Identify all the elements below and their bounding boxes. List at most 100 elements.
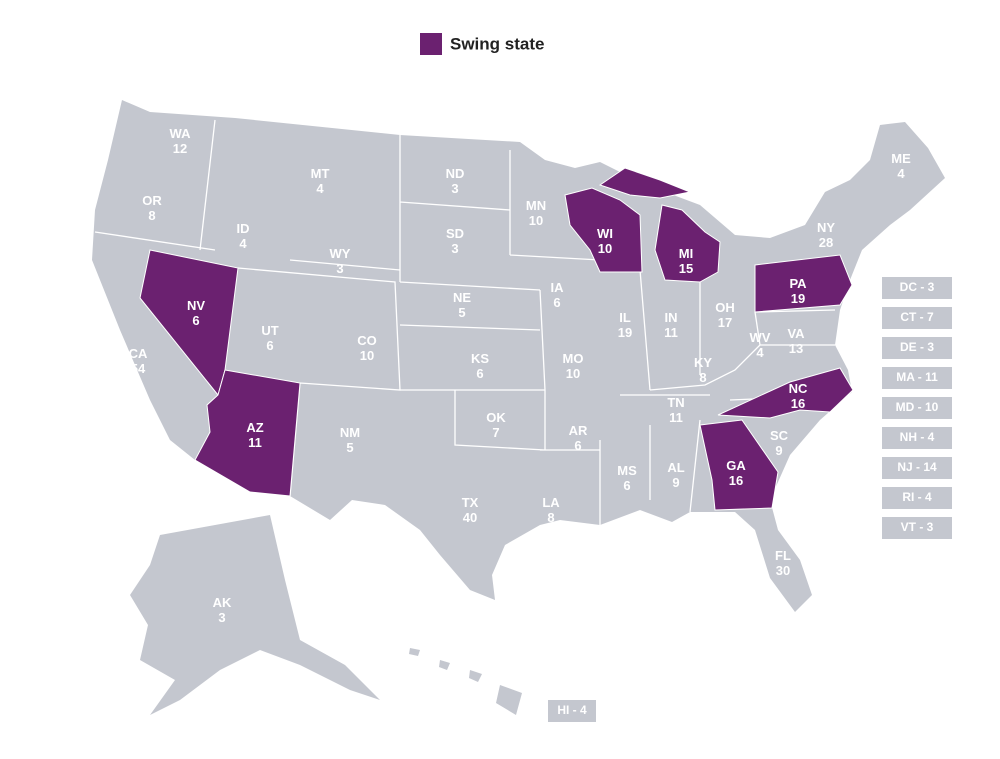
small-state-box — [882, 337, 952, 359]
state-abbr: OK — [486, 410, 506, 425]
state-votes: 19 — [618, 325, 632, 340]
state-shape — [598, 167, 721, 283]
small-state-box — [882, 367, 952, 389]
state-votes: 13 — [789, 341, 803, 356]
state-abbr: UT — [261, 323, 278, 338]
state-votes: 15 — [679, 261, 693, 276]
state-abbr: OH — [715, 300, 735, 315]
state-votes: 6 — [553, 295, 560, 310]
small-state-box — [882, 397, 952, 419]
state-abbr: NV — [187, 298, 205, 313]
small-state-box — [882, 427, 952, 449]
small-state-box — [882, 457, 952, 479]
state-abbr: NM — [340, 425, 360, 440]
state-votes: 8 — [547, 510, 554, 525]
state-votes: 4 — [897, 166, 905, 181]
state-abbr: OR — [142, 193, 162, 208]
small-state-box — [882, 277, 952, 299]
state-votes: 4 — [239, 236, 247, 251]
state-abbr: IN — [665, 310, 678, 325]
state-abbr: FL — [775, 548, 791, 563]
hawaii-box — [548, 700, 596, 722]
state-votes: 6 — [623, 478, 630, 493]
state-abbr: KY — [694, 355, 712, 370]
state-votes: 11 — [669, 410, 683, 425]
state-abbr: MO — [563, 351, 584, 366]
state-abbr: AZ — [246, 420, 263, 435]
state-abbr: IA — [551, 280, 565, 295]
state-abbr: CO — [357, 333, 377, 348]
legend-label: Swing state — [450, 34, 544, 53]
alaska — [130, 515, 380, 715]
hawaii — [409, 648, 522, 715]
state-votes: 28 — [819, 235, 833, 250]
state-abbr: AR — [569, 423, 588, 438]
state-abbr: WI — [597, 226, 613, 241]
state-votes: 6 — [574, 438, 581, 453]
state-votes: 4 — [316, 181, 324, 196]
small-state-label: NJ - 14 — [897, 460, 937, 474]
state-votes: 7 — [492, 425, 499, 440]
state-votes: 10 — [566, 366, 580, 381]
state-votes: 3 — [218, 610, 225, 625]
state-abbr: SC — [770, 428, 789, 443]
state-abbr: MS — [617, 463, 637, 478]
state-votes: 9 — [672, 475, 679, 490]
state-abbr: IL — [619, 310, 631, 325]
state-shape — [699, 419, 779, 511]
small-state-box — [882, 487, 952, 509]
legend-swatch — [420, 33, 442, 55]
small-state-label: DC - 3 — [900, 280, 935, 294]
state-votes: 10 — [529, 213, 543, 228]
state-abbr: KS — [471, 351, 489, 366]
state-votes: 11 — [664, 325, 678, 340]
state-shape — [194, 369, 301, 497]
state-abbr: MT — [311, 166, 330, 181]
state-abbr: GA — [726, 458, 746, 473]
small-state-box — [882, 517, 952, 539]
state-abbr: NE — [453, 290, 471, 305]
state-votes: 6 — [266, 338, 273, 353]
state-votes: 6 — [476, 366, 483, 381]
state-votes: 6 — [192, 313, 199, 328]
state-abbr: PA — [789, 276, 807, 291]
state-votes: 16 — [791, 396, 805, 411]
state-abbr: VA — [787, 326, 805, 341]
state-abbr: NC — [789, 381, 808, 396]
state-votes: 8 — [148, 208, 155, 223]
state-votes: 8 — [699, 370, 706, 385]
state-votes: 3 — [451, 181, 458, 196]
state-votes: 3 — [336, 261, 343, 276]
state-abbr: LA — [542, 495, 560, 510]
small-state-label: MA - 11 — [896, 370, 938, 384]
state-abbr: WY — [330, 246, 351, 261]
state-votes: 17 — [718, 315, 732, 330]
state-votes: 16 — [729, 473, 743, 488]
borders — [94, 119, 851, 525]
hawaii-label: HI - 4 — [557, 703, 587, 717]
state-abbr: ID — [237, 221, 250, 236]
state-votes: 4 — [756, 345, 764, 360]
state-votes: 9 — [775, 443, 782, 458]
state-abbr: AK — [213, 595, 232, 610]
state-abbr: MN — [526, 198, 546, 213]
small-state-label: DE - 3 — [900, 340, 934, 354]
swing-states — [139, 167, 854, 511]
state-votes: 10 — [598, 241, 612, 256]
state-votes: 10 — [360, 348, 374, 363]
state-abbr: ME — [891, 151, 911, 166]
state-abbr: MI — [679, 246, 693, 261]
state-votes: 3 — [451, 241, 458, 256]
state-shape — [564, 187, 643, 273]
state-labels: WA12OR8CA54NV6ID4MT4WY3UT6AZ11CO10NM5ND3… — [129, 126, 911, 625]
state-votes: 19 — [791, 291, 805, 306]
state-abbr: WA — [170, 126, 192, 141]
state-abbr: NY — [817, 220, 835, 235]
small-state-label: NH - 4 — [900, 430, 935, 444]
state-abbr: AL — [667, 460, 684, 475]
state-votes: 12 — [173, 141, 187, 156]
small-state-label: VT - 3 — [901, 520, 934, 534]
state-votes: 30 — [776, 563, 790, 578]
state-abbr: TX — [462, 495, 479, 510]
